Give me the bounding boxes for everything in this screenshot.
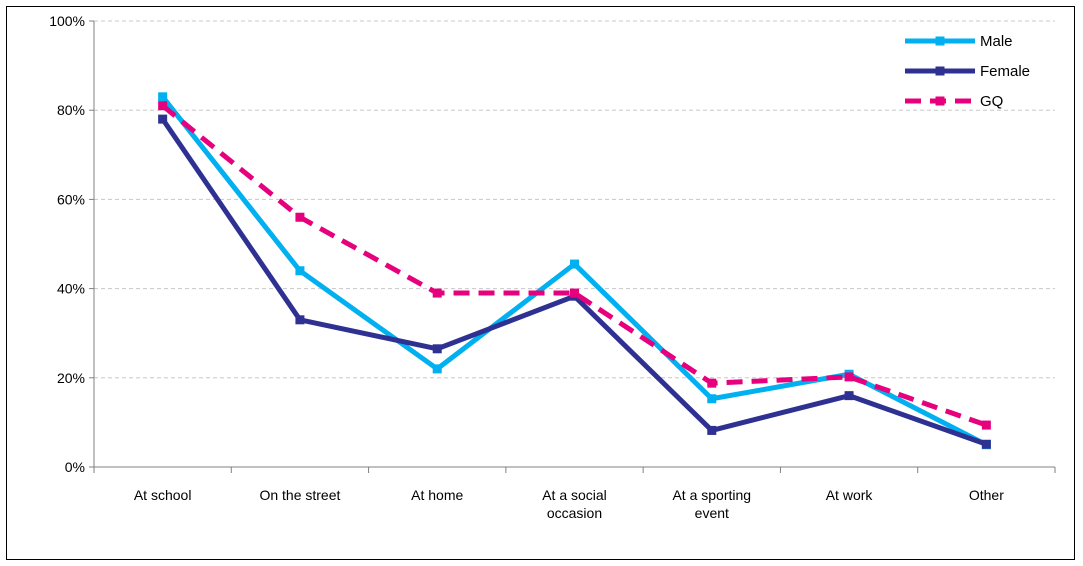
legend-label-male: Male: [980, 33, 1013, 50]
data-point-gq: [844, 372, 854, 382]
legend-marker-female: [935, 66, 945, 76]
gridlines: [94, 20, 1055, 379]
data-point-female: [844, 391, 854, 401]
x-tick-label: At home: [411, 487, 463, 503]
data-point-gq: [432, 288, 442, 298]
data-point-female: [707, 425, 717, 435]
y-tick-label: 20%: [57, 370, 85, 386]
x-tick-label: At a social occasion: [542, 487, 607, 521]
series-lines: [158, 92, 991, 450]
y-tick-label: 80%: [57, 102, 85, 118]
legend-marker-male: [935, 36, 945, 46]
y-tick-label: 40%: [57, 281, 85, 297]
data-point-gq: [570, 288, 579, 298]
y-tick-label: 60%: [57, 191, 85, 207]
chart-frame: [6, 6, 1075, 560]
y-tick-label: 0%: [65, 459, 85, 475]
data-point-gq: [295, 212, 305, 222]
data-point-female: [432, 344, 442, 354]
x-tick-label: At a sporting event: [672, 487, 751, 521]
data-point-female: [295, 315, 305, 325]
x-tick-label: At work: [826, 487, 874, 503]
legend: Male Female GQ: [905, 33, 1030, 110]
data-point-male: [295, 266, 305, 276]
series-line-male: [160, 95, 988, 447]
legend-label-female: Female: [980, 63, 1030, 80]
x-tick-label: Other: [969, 487, 1004, 503]
data-point-male: [432, 364, 442, 374]
data-point-female: [981, 439, 991, 449]
legend-label-gq: GQ: [980, 93, 1003, 110]
tick-labels: 0% 20% 40% 60% 80% 100% At school On the street…: [49, 13, 1004, 521]
data-point-male: [707, 394, 717, 404]
series-line-female: [160, 117, 988, 447]
data-point-male: [158, 92, 168, 102]
data-point-gq: [707, 378, 717, 388]
legend-marker-gq: [935, 96, 945, 106]
data-point-gq: [158, 101, 168, 111]
x-tick-label: On the street: [259, 487, 340, 503]
axes: [89, 20, 1056, 473]
x-tick-label: At school: [134, 487, 192, 503]
y-tick-label: 100%: [49, 13, 85, 29]
data-point-gq: [981, 420, 991, 430]
data-point-male: [570, 259, 579, 269]
data-point-female: [158, 114, 168, 124]
